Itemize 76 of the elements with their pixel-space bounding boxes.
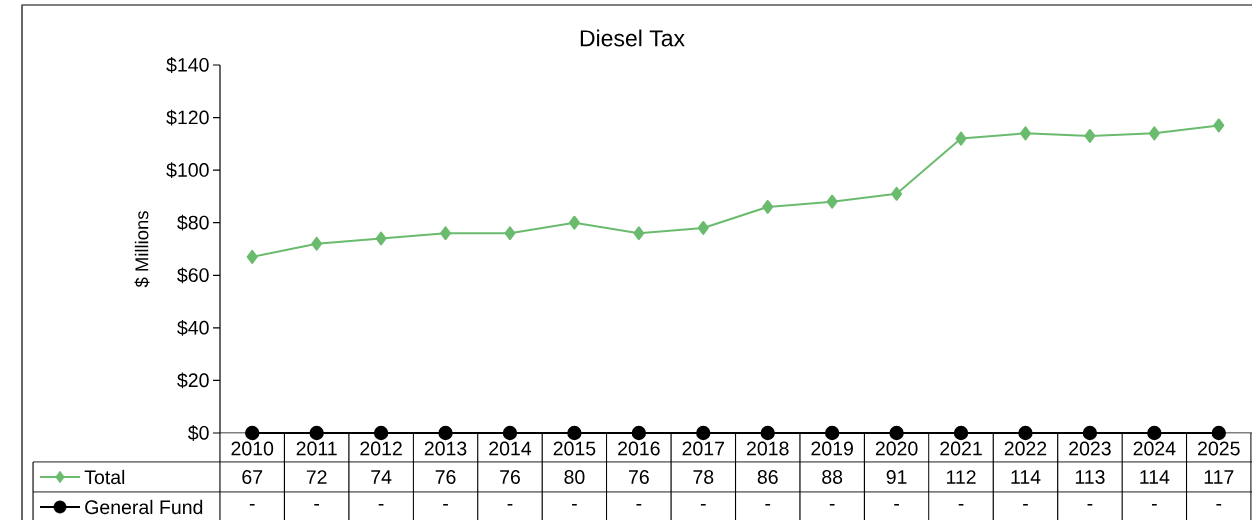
data-label: - (378, 504, 384, 506)
data-label: 78 (693, 470, 714, 484)
x-tick-label: 2022 (1004, 441, 1047, 456)
data-label: - (507, 504, 513, 506)
y-tick-label: $60 (177, 267, 209, 284)
data-label: 76 (435, 470, 456, 484)
data-label: - (700, 504, 706, 506)
x-tick-label: 2015 (553, 441, 596, 456)
x-tick-label: 2014 (489, 441, 532, 456)
legend-label: Total (84, 469, 125, 485)
x-tick-label: 2020 (875, 441, 918, 456)
point (826, 194, 838, 209)
x-tick-label: 2010 (231, 441, 274, 456)
data-label: 114 (1011, 470, 1041, 484)
data-label: - (572, 504, 577, 506)
data-label: 114 (1140, 470, 1170, 484)
data-label: 76 (629, 470, 649, 484)
point (246, 249, 258, 264)
x-tick-label: 2013 (424, 441, 467, 456)
data-label: 112 (946, 470, 976, 484)
x-tick-label: 2016 (618, 441, 660, 456)
x-tick-label: 2025 (1198, 441, 1240, 456)
x-tick-label: 2019 (811, 441, 853, 456)
point (568, 215, 580, 230)
data-label: - (765, 504, 771, 506)
data-label: - (636, 504, 642, 506)
y-tick-label: $100 (166, 162, 209, 179)
y-tick-label: $140 (166, 57, 209, 73)
x-tick-label: 2017 (682, 441, 724, 456)
point (891, 186, 903, 201)
point (311, 236, 323, 251)
data-label: - (314, 504, 320, 506)
point (440, 226, 452, 241)
data-label: 117 (1204, 470, 1234, 484)
x-tick-label: 2012 (360, 441, 402, 456)
data-label: - (1216, 504, 1222, 506)
data-label: - (894, 504, 899, 506)
chart-title: Diesel Tax (580, 29, 685, 47)
point (504, 226, 516, 241)
data-label: - (829, 504, 835, 506)
data-label: - (249, 504, 255, 506)
x-tick-label: 2024 (1133, 441, 1176, 456)
point (1019, 126, 1031, 141)
data-label: 86 (757, 470, 778, 484)
data-label: - (1087, 504, 1093, 506)
y-tick-label: $0 (187, 425, 209, 441)
point (762, 199, 774, 214)
point (697, 220, 709, 235)
point (1084, 128, 1096, 143)
y-tick-label: $40 (177, 319, 209, 336)
point (1148, 126, 1160, 141)
data-label: 72 (306, 470, 327, 484)
legend-label: General Fund (85, 499, 203, 515)
data-label: - (443, 504, 448, 506)
y-axis-title: $ Millions (134, 211, 150, 288)
x-tick-label: 2023 (1069, 441, 1111, 456)
data-label: 88 (822, 470, 843, 484)
data-label: 80 (564, 470, 585, 484)
data-label: 113 (1075, 470, 1105, 484)
y-tick-label: $120 (166, 109, 209, 126)
y-tick-label: $80 (177, 214, 209, 231)
data-label: - (1023, 504, 1028, 506)
point (955, 131, 967, 146)
x-tick-label: 2021 (940, 441, 982, 456)
data-label: - (1151, 504, 1157, 506)
point (633, 226, 645, 241)
data-label: 67 (242, 470, 263, 484)
data-label: 91 (886, 470, 907, 484)
x-tick-label: 2011 (296, 441, 337, 456)
y-tick-label: $20 (177, 372, 209, 389)
data-label: 74 (371, 470, 392, 484)
point (1213, 118, 1225, 133)
point (375, 231, 387, 246)
x-tick-label: 2018 (747, 441, 789, 456)
data-label: - (958, 504, 964, 506)
data-label: 76 (500, 470, 520, 484)
